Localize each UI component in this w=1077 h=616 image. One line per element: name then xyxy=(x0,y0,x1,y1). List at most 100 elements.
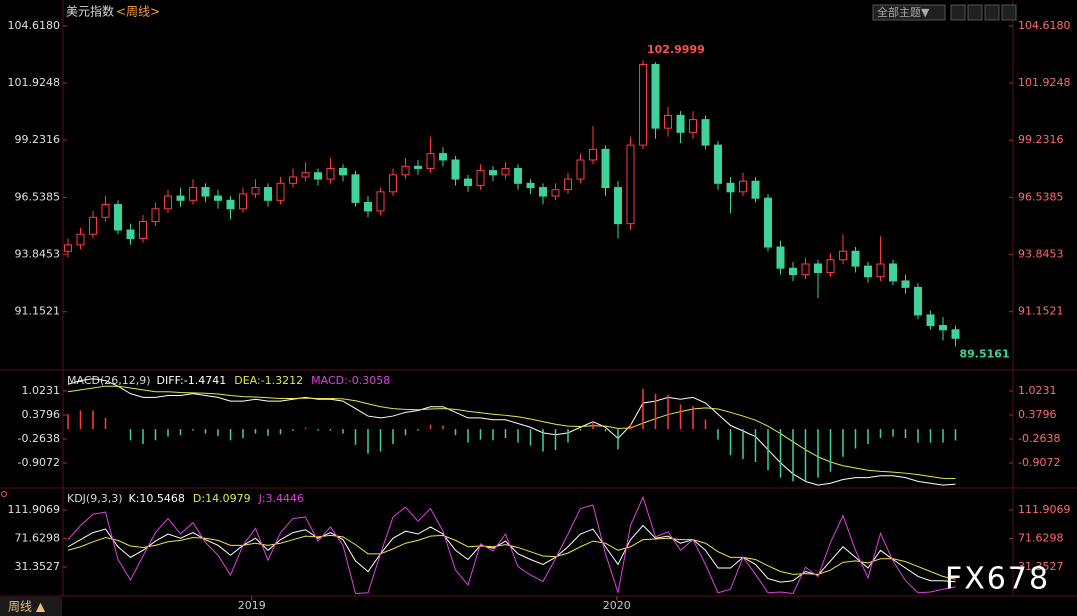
legend-entry: D:14.0979 xyxy=(193,492,251,505)
indicator-title: KDJ(9,3,3) xyxy=(67,492,123,505)
candle-body xyxy=(176,195,185,201)
candle-body xyxy=(214,195,222,201)
tool-button[interactable] xyxy=(950,4,966,21)
y-tick-label-right: 104.6180 xyxy=(1018,19,1071,32)
candle-body xyxy=(276,182,285,201)
candle-body xyxy=(476,170,485,186)
y-tick-label: -0.9072 xyxy=(18,456,60,469)
indicator-line xyxy=(67,378,956,486)
candle-body xyxy=(801,263,810,276)
candle-body xyxy=(201,187,210,197)
candle-body xyxy=(89,216,97,235)
y-tick-label-right: 1.0231 xyxy=(1018,384,1057,397)
candle-body xyxy=(64,244,72,252)
candle-body xyxy=(114,204,122,231)
candle-body xyxy=(189,187,197,201)
period-tab-label[interactable]: 周线 ▲ xyxy=(8,600,46,614)
candle-body xyxy=(501,167,510,176)
y-tick-label: 111.9069 xyxy=(8,503,61,516)
y-tick-label: 93.8453 xyxy=(15,248,61,261)
legend-entry: MACD:-0.3058 xyxy=(311,374,390,387)
y-tick-label: 101.9248 xyxy=(8,76,61,89)
period-tab[interactable] xyxy=(0,597,62,616)
candle-body xyxy=(826,259,835,273)
legend-entry: K:10.5468 xyxy=(129,492,185,505)
y-tick-label-right: 96.5385 xyxy=(1018,190,1064,203)
candle-body xyxy=(126,229,135,240)
candle-body xyxy=(726,182,735,193)
candle-body xyxy=(289,176,297,184)
y-tick-label-right: 31.3527 xyxy=(1018,560,1064,573)
candle-body xyxy=(351,174,360,203)
candle-body xyxy=(226,199,235,210)
indicator-line xyxy=(67,524,956,583)
candle-body xyxy=(464,178,472,186)
candle-body xyxy=(701,119,710,146)
tool-button[interactable] xyxy=(1001,4,1017,21)
period-label: <周线> xyxy=(116,5,160,19)
y-tick-label: -0.2638 xyxy=(18,432,60,445)
candle-body xyxy=(151,208,160,223)
candle-body xyxy=(601,148,610,189)
candle-body xyxy=(414,165,422,169)
y-tick-label-right: 101.9248 xyxy=(1018,76,1071,89)
y-tick-label: 71.6298 xyxy=(15,532,61,545)
candle-body xyxy=(551,189,560,197)
y-tick-label-right: 99.2316 xyxy=(1018,133,1064,146)
y-tick-label-right: 71.6298 xyxy=(1018,532,1064,545)
y-tick-label-right: -0.2638 xyxy=(1018,432,1060,445)
tool-button[interactable] xyxy=(967,4,983,21)
candle-body xyxy=(714,144,722,184)
high-annotation: 102.9999 xyxy=(647,43,705,56)
candle-body xyxy=(489,170,497,176)
candle-body xyxy=(264,187,272,201)
x-tick-label: 2019 xyxy=(238,599,266,612)
tool-button[interactable] xyxy=(984,4,1000,21)
candle-body xyxy=(876,263,885,278)
candle-body xyxy=(914,286,922,316)
candle-body xyxy=(76,233,85,246)
candle-body xyxy=(514,167,522,184)
candle-body xyxy=(101,204,110,218)
candle-body xyxy=(401,165,410,176)
candle-body xyxy=(926,314,935,327)
candle-body xyxy=(851,250,860,267)
instrument-title: 美元指数 xyxy=(66,4,114,19)
candle-body xyxy=(839,250,847,261)
theme-button-label[interactable]: 全部主题▼ xyxy=(877,5,930,19)
y-tick-label-right: 91.1521 xyxy=(1018,305,1064,318)
candle-body xyxy=(326,167,335,180)
candle-body xyxy=(426,153,435,169)
candle-body xyxy=(339,167,347,176)
candle-body xyxy=(764,197,772,248)
candle-body xyxy=(951,329,960,339)
candle-body xyxy=(439,153,447,161)
y-tick-label: 0.3796 xyxy=(22,408,61,421)
legend-entry: DEA:-1.3212 xyxy=(234,374,303,387)
candle-body xyxy=(239,193,247,210)
y-tick-label: 104.6180 xyxy=(8,19,61,32)
candle-body xyxy=(451,159,460,180)
y-tick-label-right: 0.3796 xyxy=(1018,408,1057,421)
y-tick-label-right: -0.9072 xyxy=(1018,456,1060,469)
candle-body xyxy=(314,172,322,180)
candle-body xyxy=(301,172,310,178)
legend-entry: DIFF:-1.4741 xyxy=(157,374,227,387)
candle-body xyxy=(901,280,910,288)
legend-entry: J:3.4446 xyxy=(258,492,304,505)
y-tick-label: 91.1521 xyxy=(15,305,61,318)
candle-body xyxy=(814,263,822,273)
candle-body xyxy=(626,144,635,225)
indicator-title: MACD(26,12,9) xyxy=(67,374,151,387)
candle-body xyxy=(614,187,622,225)
candle-body xyxy=(389,174,397,193)
theme-button[interactable] xyxy=(872,4,946,21)
candle-body xyxy=(776,246,785,269)
y-tick-label-right: 111.9069 xyxy=(1018,503,1071,516)
indicator-line xyxy=(67,495,956,594)
candle-body xyxy=(639,63,647,146)
candle-body xyxy=(564,178,572,191)
candle-body xyxy=(539,187,547,197)
